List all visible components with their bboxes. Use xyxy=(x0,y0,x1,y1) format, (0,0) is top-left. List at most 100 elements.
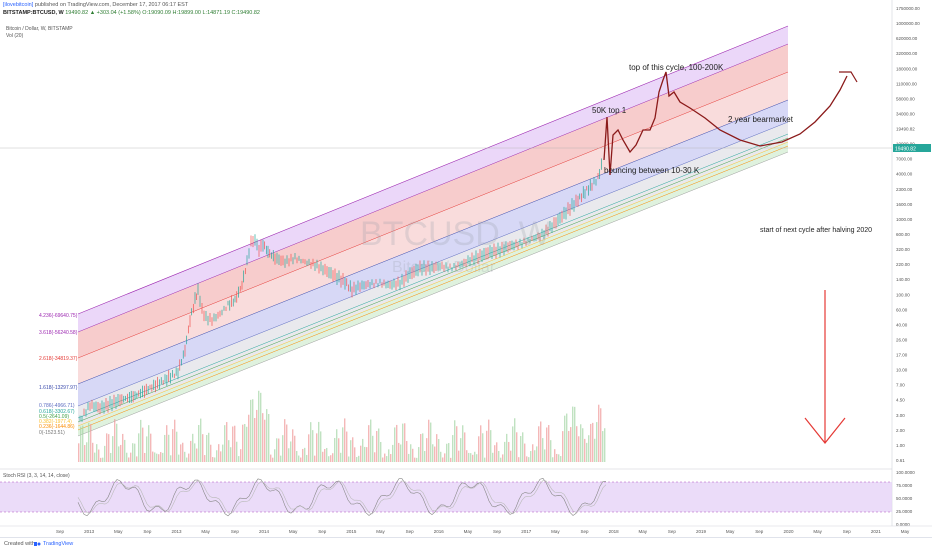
price-scale-label: 10.00 xyxy=(896,368,908,373)
volume-bar xyxy=(558,454,560,462)
volume-bar xyxy=(474,451,476,462)
fib-band-2618 xyxy=(78,72,788,384)
volume-bar xyxy=(326,447,328,462)
volume-bar xyxy=(506,433,508,462)
volume-bar xyxy=(588,435,590,462)
fib-label: 4.236(-69640.75) xyxy=(39,313,78,319)
volume-bar xyxy=(92,442,94,462)
volume-bar xyxy=(426,438,428,462)
volume-bar xyxy=(572,406,574,462)
volume-bar xyxy=(214,457,216,462)
volume-bar xyxy=(88,422,90,462)
volume-bar xyxy=(390,454,392,462)
volume-bar xyxy=(440,451,442,462)
volume-bar xyxy=(348,456,350,462)
volume-bar xyxy=(424,450,426,462)
volume-bar xyxy=(188,453,190,462)
volume-bar xyxy=(292,429,294,462)
volume-bar xyxy=(478,436,480,462)
fib-line-2618 xyxy=(77,71,789,359)
volume-bar xyxy=(216,450,218,462)
volume-bar xyxy=(230,447,232,462)
annotation-top-cycle: top of this cycle, 100-200K xyxy=(629,63,724,72)
time-axis-label: May xyxy=(201,529,210,534)
volume-bar xyxy=(104,445,106,462)
annotation-bear: 2 year bearmarket xyxy=(728,115,794,124)
volume-bar xyxy=(582,428,584,462)
volume-bar xyxy=(356,457,358,462)
volume-bar xyxy=(534,450,536,462)
fib-band-0786 xyxy=(78,122,788,426)
volume-bar xyxy=(86,442,88,462)
volume-bar xyxy=(494,445,496,462)
fib-label: 0.5(-2641.09) xyxy=(39,414,69,420)
volume-bar xyxy=(450,457,452,462)
volume-bar xyxy=(594,438,596,462)
volume-bar xyxy=(194,443,196,462)
fib-label: 3.618(-56240.58) xyxy=(39,330,78,336)
volume-bar xyxy=(458,450,460,462)
volume-bar xyxy=(568,430,570,462)
volume-bar xyxy=(378,428,380,462)
volume-bar xyxy=(434,446,436,462)
volume-bar xyxy=(388,449,390,462)
volume-bar xyxy=(376,431,378,462)
volume-bar xyxy=(316,433,318,462)
watermark-name: Bitcoin / Dollar xyxy=(392,259,496,276)
time-axis-label: May xyxy=(114,529,123,534)
osc-scale-label: 0.0000 xyxy=(896,522,910,527)
volume-bar xyxy=(580,424,582,462)
volume-bar xyxy=(518,457,520,462)
published-text: published on TradingView.com, December 1… xyxy=(34,2,189,8)
annotation-top1: 50K top 1 xyxy=(592,106,627,115)
tradingview-brand[interactable]: TradingView xyxy=(43,541,74,547)
volume-bar xyxy=(228,440,230,462)
volume-bar xyxy=(586,442,588,462)
volume-bar xyxy=(290,441,292,462)
volume-bar xyxy=(566,413,568,462)
volume-bar xyxy=(592,422,594,462)
volume-bar xyxy=(212,457,214,462)
volume-bar xyxy=(598,404,600,462)
volume-bar xyxy=(158,454,160,462)
down-arrow xyxy=(804,290,846,444)
volume-bar xyxy=(78,443,80,462)
volume-bar xyxy=(190,440,192,462)
volume-bar xyxy=(242,424,244,462)
volume-bar xyxy=(112,436,114,462)
volume-bar xyxy=(516,432,518,462)
volume-bar xyxy=(196,448,198,462)
price-scale-label: 60.00 xyxy=(896,307,908,312)
volume-bar xyxy=(368,425,370,462)
price-scale-label: 7000.00 xyxy=(896,157,913,162)
volume-bar xyxy=(526,456,528,462)
volume-bar xyxy=(468,452,470,462)
fib-label: 2.618(-34819.37) xyxy=(39,356,78,362)
volume-bar xyxy=(134,443,136,462)
price-scale[interactable]: 1750000.00 1000000.00 620000.00 320000.00 18… xyxy=(896,6,920,463)
volume-bar xyxy=(490,430,492,462)
volume-bar xyxy=(96,444,98,462)
price-scale-label: 140.00 xyxy=(896,277,910,282)
volume-bar xyxy=(438,439,440,462)
volume-bar xyxy=(116,423,118,462)
volume-bar xyxy=(328,456,330,462)
volume-bar xyxy=(232,426,234,462)
volume-bar xyxy=(484,457,486,462)
volume-bar xyxy=(124,439,126,462)
volume-bar xyxy=(600,408,602,462)
price-scale-label: 620000.00 xyxy=(896,36,918,41)
volume-bar xyxy=(244,423,246,462)
time-axis-label: 2015 xyxy=(346,529,357,534)
volume-bar xyxy=(604,428,606,462)
volume-bar xyxy=(370,419,372,462)
volume-bar xyxy=(142,427,144,462)
volume-bar xyxy=(150,433,152,462)
time-axis[interactable]: Sep 2013 May Sep 2013 May Sep 2014 May Sep 2015 May… xyxy=(56,529,910,534)
author-link[interactable]: [ilovebitcoin] xyxy=(3,2,34,8)
volume-bar xyxy=(294,435,296,462)
volume-bar xyxy=(364,446,366,462)
volume-bar xyxy=(480,425,482,462)
volume-bar xyxy=(166,425,168,462)
